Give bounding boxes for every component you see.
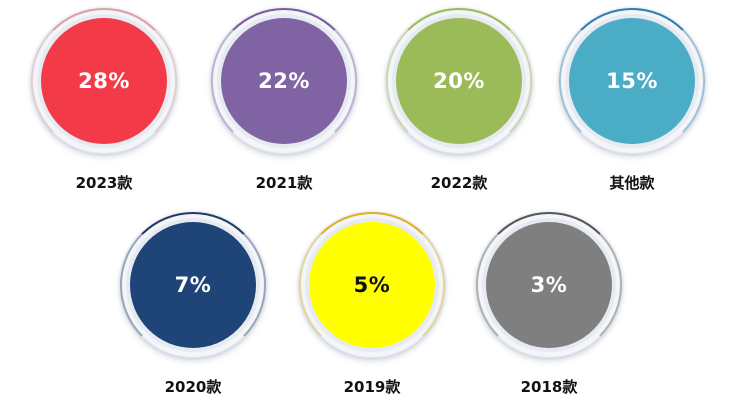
ring-2: 20% — [386, 8, 532, 154]
disc-2: 20% — [396, 18, 522, 144]
category-label-3: 其他款 — [609, 174, 655, 192]
ring-3: 15% — [559, 8, 705, 154]
item-5: 5% 2019款 — [299, 212, 445, 397]
item-1: 22% 2021款 — [211, 8, 357, 193]
ring-0: 28% — [31, 8, 177, 154]
item-4: 7% 2020款 — [120, 212, 266, 397]
disc-1: 22% — [221, 18, 347, 144]
ring-6: 3% — [476, 212, 622, 358]
value-label-2: 20% — [433, 69, 485, 93]
item-2: 20% 2022款 — [386, 8, 532, 193]
disc-4: 7% — [130, 222, 256, 348]
category-label-1: 2021款 — [255, 174, 313, 192]
disc-3: 15% — [569, 18, 695, 144]
category-label-4: 2020款 — [164, 378, 222, 396]
value-label-6: 3% — [530, 273, 568, 297]
disc-5: 5% — [309, 222, 435, 348]
item-3: 15% 其他款 — [559, 8, 705, 193]
category-label-5: 2019款 — [343, 378, 401, 396]
disc-6: 3% — [486, 222, 612, 348]
value-label-5: 5% — [353, 273, 391, 297]
category-label-2: 2022款 — [430, 174, 488, 192]
ring-4: 7% — [120, 212, 266, 358]
category-label-6: 2018款 — [520, 378, 578, 396]
ring-5: 5% — [299, 212, 445, 358]
value-label-0: 28% — [78, 69, 130, 93]
disc-0: 28% — [41, 18, 167, 144]
value-label-3: 15% — [606, 69, 658, 93]
ring-1: 22% — [211, 8, 357, 154]
value-label-1: 22% — [258, 69, 310, 93]
category-label-0: 2023款 — [75, 174, 133, 192]
value-label-4: 7% — [174, 273, 212, 297]
item-6: 3% 2018款 — [476, 212, 622, 397]
item-0: 28% 2023款 — [31, 8, 177, 193]
